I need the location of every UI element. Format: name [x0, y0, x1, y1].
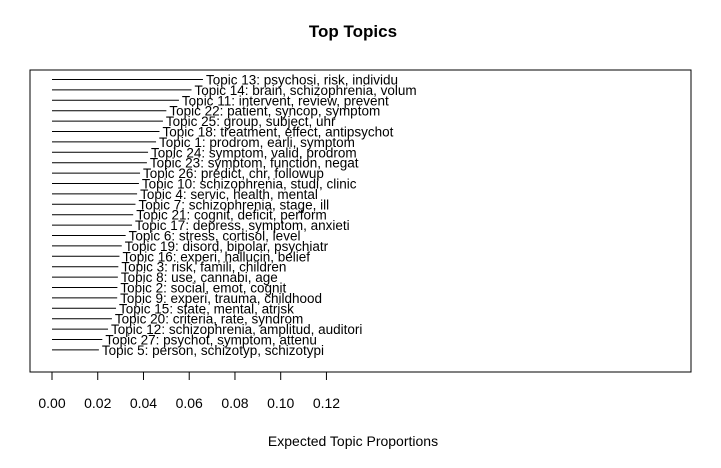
x-tick-label: 0.06 — [176, 395, 203, 411]
topic-label: Topic 1: prodrom, earli, symptom — [159, 135, 355, 150]
topic-label: Topic 24: symptom, valid, prodrom — [151, 145, 357, 160]
topic-label: Topic 3: risk, famili, children — [121, 260, 286, 275]
plot-frame — [29, 69, 692, 373]
topic-label: Topic 21: cognit, deficit, perform — [136, 208, 327, 223]
topic-label: Topic 16: experi, hallucin, belief — [122, 249, 310, 264]
topic-label: Topic 10: schizophrenia, studi, clinic — [142, 177, 357, 192]
topic-label: Topic 12: schizophrenia, amplitud, audit… — [111, 322, 362, 337]
x-tick-label: 0.00 — [38, 395, 65, 411]
topic-label: Topic 19: disord, bipolar, psychiatr — [125, 239, 329, 254]
topic-label: Topic 15: state, mental, atrisk — [119, 301, 294, 316]
topic-label: Topic 25: group, subject, uhr — [166, 114, 336, 129]
topic-bars — [52, 79, 203, 351]
x-axis-ticks: 0.00 0.02 0.04 0.06 0.08 0.10 0.12 — [38, 372, 340, 411]
topic-label: Topic 9: experi, trauma, childhood — [120, 291, 322, 306]
topic-label: Topic 23: symptom, function, negat — [150, 156, 359, 171]
topic-label: Topic 4: servic, health, mental — [140, 187, 318, 202]
x-tick-label: 0.04 — [130, 395, 157, 411]
topic-label: Topic 22: patient, syncop, symptom — [169, 104, 380, 119]
topic-label: Topic 27: psychot, symptom, attenu — [105, 333, 317, 348]
topic-labels: Topic 13: psychosi, risk, individuTopic … — [102, 73, 417, 358]
topic-label: Topic 2: social, emot, cognit — [120, 281, 286, 296]
x-tick-label: 0.10 — [267, 395, 294, 411]
topic-label: Topic 6: stress, cortisol, level — [129, 229, 301, 244]
topic-label: Topic 20: criteria, rate, syndrom — [115, 312, 303, 327]
topic-label: Topic 26: predict, chr, followup — [143, 166, 324, 181]
x-tick-label: 0.12 — [313, 395, 340, 411]
topic-label: Topic 7: schizophrenia, stage, ill — [138, 197, 329, 212]
topic-label: Topic 17: depress, symptom, anxieti — [135, 218, 350, 233]
topic-label: Topic 11: intervent, review, prevent — [182, 93, 389, 108]
topic-label: Topic 8: use, cannabi, age — [121, 270, 278, 285]
x-tick-label: 0.08 — [221, 395, 248, 411]
x-tick-label: 0.02 — [84, 395, 111, 411]
topic-label: Topic 14: brain, schizophrenia, volum — [195, 83, 417, 98]
topic-label: Topic 18: treatment, effect, antipsychot — [162, 125, 393, 140]
topic-label: Topic 13: psychosi, risk, individu — [206, 73, 398, 88]
topic-label: Topic 5: person, schizotyp, schizotypi — [102, 343, 324, 358]
chart-title: Top Topics — [309, 22, 397, 41]
x-axis-label: Expected Topic Proportions — [268, 433, 438, 449]
